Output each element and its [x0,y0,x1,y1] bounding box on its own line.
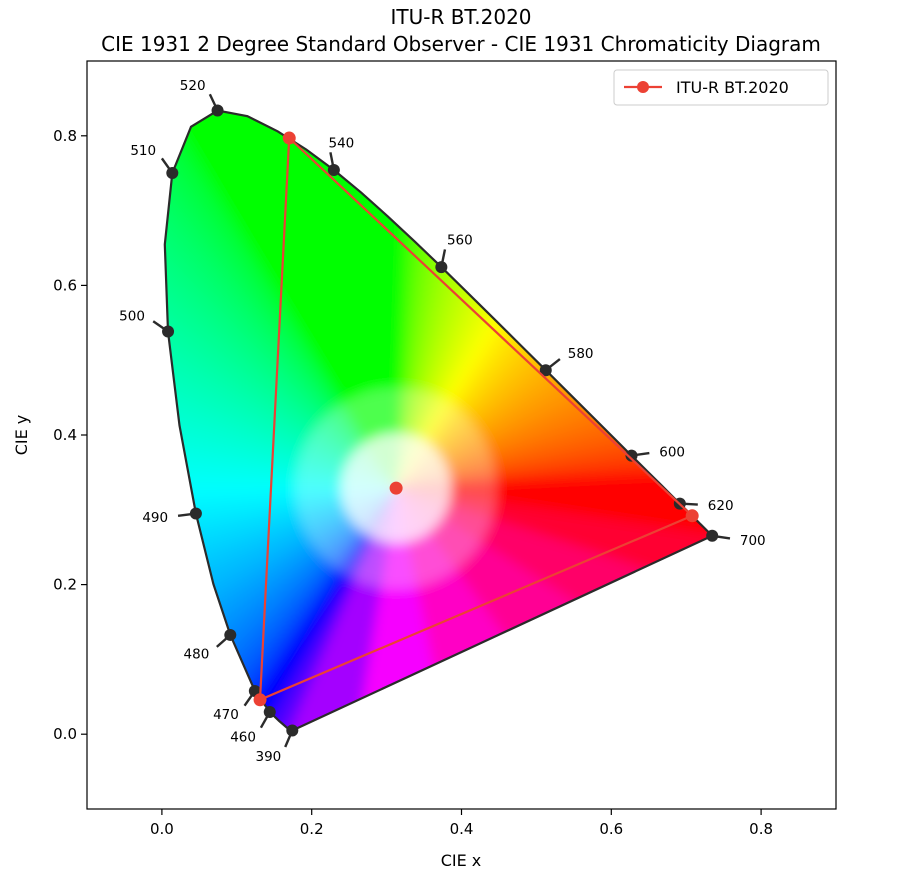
chart-subtitle: CIE 1931 2 Degree Standard Observer - CI… [101,32,821,56]
y-tick-label-4: 0.8 [53,127,77,145]
x-tick-label-4: 0.8 [749,820,773,838]
wavelength-dot-600 [625,449,638,462]
wavelength-marker-560: 560 [435,233,473,274]
wavelength-dot-540 [327,163,340,176]
wavelength-label-520: 520 [180,78,206,94]
spectral-locus-color-fill [164,110,713,731]
wavelength-label-500: 500 [119,309,145,325]
y-tick-label-1: 0.2 [53,576,77,594]
wavelength-dot-390 [286,724,299,737]
wavelength-label-620: 620 [708,498,734,514]
chart-title: ITU-R BT.2020 [390,5,531,29]
wavelength-dot-460 [263,705,276,718]
wavelength-dot-580 [539,364,552,377]
wavelength-label-580: 580 [568,346,594,362]
wavelength-dot-560 [435,261,448,274]
wavelength-label-470: 470 [213,707,239,723]
wavelength-label-600: 600 [659,445,685,461]
wavelength-dot-480 [224,628,237,641]
wavelength-label-480: 480 [184,647,210,663]
x-axis-ticks: 0.0 0.2 0.4 0.6 0.8 [150,809,773,838]
wavelength-marker-600: 600 [625,445,685,462]
legend-frame [613,69,829,106]
bt2020-primary-point-2 [253,693,267,707]
legend: ITU-R BT.2020 [613,69,829,106]
bt2020-gamut-triangle [258,135,693,702]
wavelength-marker-700: 700 [706,529,766,549]
wavelength-label-560: 560 [447,233,473,249]
bt2020-whitepoint [389,481,403,495]
wavelength-marker-480: 480 [184,628,237,663]
wavelength-marker-390: 390 [255,724,299,765]
wavelength-label-490: 490 [142,510,168,526]
wavelength-marker-460: 460 [230,705,276,745]
wavelength-marker-510: 510 [130,143,179,180]
wavelength-dot-490 [189,507,202,520]
wavelength-marker-500: 500 [119,309,175,338]
wavelength-marker-580: 580 [539,346,594,377]
wavelength-dot-700 [706,529,719,542]
y-axis-ticks: 0.0 0.2 0.4 0.6 0.8 [53,127,87,743]
wavelength-marker-520: 520 [180,78,224,117]
wavelength-marker-540: 540 [327,136,354,176]
x-tick-label-0: 0.0 [150,820,174,838]
wavelength-label-700: 700 [740,533,766,549]
x-tick-label-2: 0.4 [450,820,474,838]
x-axis-label: CIE x [441,851,482,870]
bt2020-primary-point-1 [282,131,296,145]
x-tick-label-3: 0.6 [599,820,623,838]
wavelength-marker-470: 470 [213,684,261,723]
wavelength-marker-490: 490 [142,507,202,526]
wavelength-markers: 390 460 470 480 490 500 510 520 540 560 580 600 620 7… [119,78,765,765]
wavelength-dot-500 [162,325,175,338]
wavelength-dot-520 [211,104,224,117]
bt2020-primary-points [253,131,699,707]
y-tick-label-2: 0.4 [53,426,77,444]
legend-label: ITU-R BT.2020 [676,78,789,97]
legend-marker-swatch [637,81,649,93]
wavelength-dot-510 [166,167,179,180]
bt2020-primary-point-0 [685,509,699,523]
x-tick-label-1: 0.2 [300,820,324,838]
y-tick-label-3: 0.6 [53,276,77,294]
wavelength-label-510: 510 [130,143,156,159]
wavelength-label-460: 460 [230,729,256,745]
wavelength-label-540: 540 [328,136,354,152]
wavelength-label-390: 390 [255,749,281,765]
y-tick-label-0: 0.0 [53,725,77,743]
y-axis-label: CIE y [12,415,31,456]
